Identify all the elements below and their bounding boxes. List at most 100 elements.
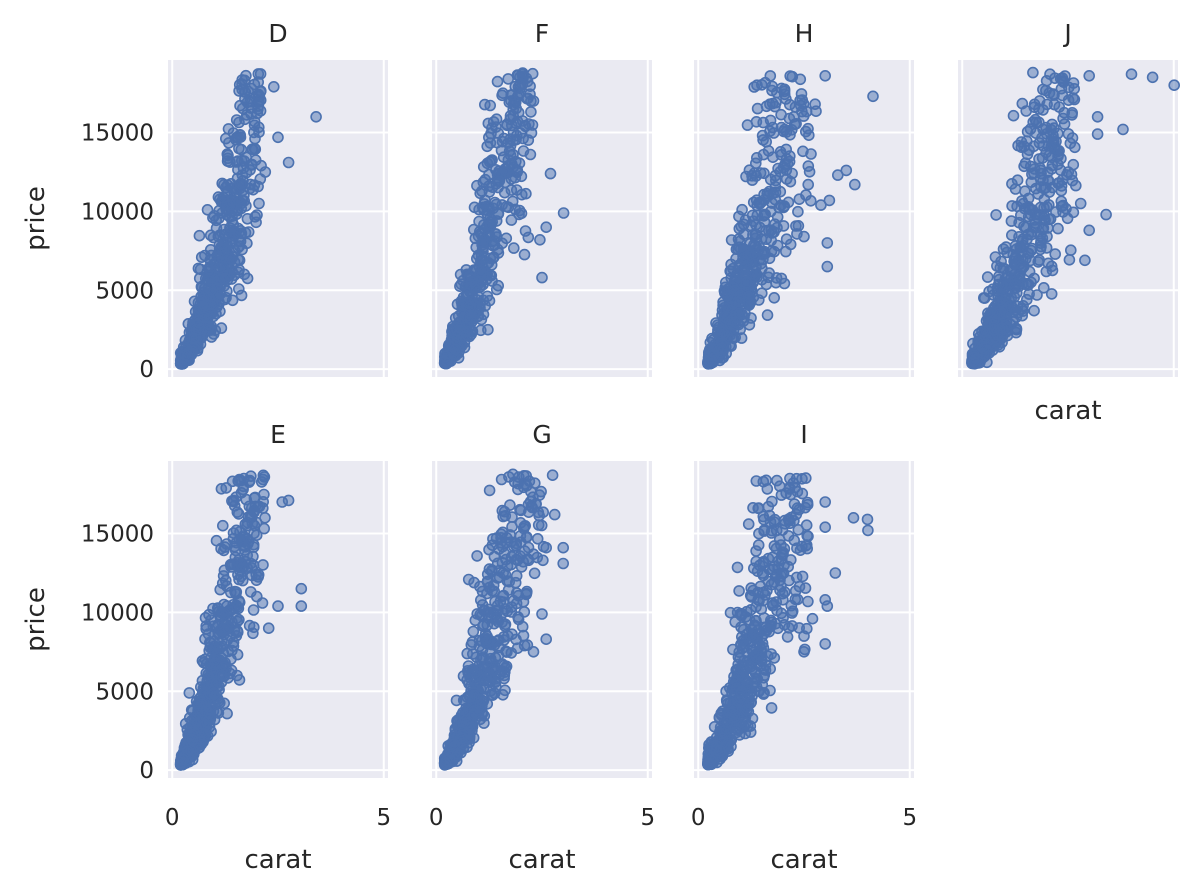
data-point [518, 606, 531, 618]
data-point [548, 508, 561, 521]
data-point [528, 567, 541, 580]
data-point [1168, 79, 1180, 91]
data-point [1063, 253, 1076, 266]
data-point [476, 185, 488, 197]
data-point [175, 756, 187, 769]
data-point [532, 519, 545, 531]
data-point [731, 561, 744, 574]
data-point [477, 651, 490, 663]
data-point [525, 127, 538, 139]
data-point [819, 70, 832, 82]
data-point [475, 275, 487, 288]
data-point [508, 95, 521, 108]
facet-title: E [270, 420, 286, 449]
data-point [481, 290, 494, 303]
data-point [515, 170, 528, 183]
data-point [267, 81, 280, 93]
data-point [231, 559, 244, 572]
data-point [485, 155, 497, 167]
data-point [867, 90, 879, 103]
data-point [745, 629, 757, 642]
data-point [1019, 185, 1031, 197]
data-point [762, 500, 775, 513]
points-I [702, 472, 874, 771]
x-tick-label: 5 [902, 805, 917, 831]
data-point [517, 145, 530, 157]
data-point [761, 650, 774, 662]
data-point [205, 331, 218, 343]
data-point [1017, 299, 1029, 312]
data-point [750, 152, 763, 164]
data-point [740, 170, 752, 183]
data-point [766, 80, 779, 93]
data-point [449, 343, 462, 356]
data-point [770, 524, 783, 537]
data-point [730, 243, 743, 255]
data-point [496, 504, 509, 517]
data-point [1008, 279, 1021, 291]
data-point [179, 348, 192, 361]
data-point [506, 195, 519, 208]
data-point [730, 272, 743, 284]
data-point [1041, 230, 1053, 243]
data-point [745, 696, 758, 708]
data-point [1048, 98, 1061, 111]
data-point [993, 308, 1006, 320]
data-point [239, 540, 252, 553]
x-tick-label: 0 [691, 805, 706, 831]
data-point [510, 537, 523, 550]
data-point [735, 621, 747, 633]
data-point [495, 665, 508, 677]
data-point [192, 697, 205, 710]
data-point [488, 550, 501, 563]
data-point [755, 79, 768, 91]
data-point [231, 601, 243, 613]
data-point [774, 574, 786, 587]
data-point [520, 585, 533, 598]
data-point [461, 647, 474, 660]
data-point [233, 674, 246, 686]
data-point [740, 276, 753, 289]
data-point [310, 111, 322, 123]
data-point [1052, 127, 1064, 140]
data-point [1016, 97, 1029, 110]
data-point [468, 264, 480, 276]
data-point [1074, 197, 1087, 210]
data-point [204, 254, 217, 267]
data-point [981, 271, 994, 283]
data-point [523, 475, 536, 488]
x-axis-label: carat [244, 845, 311, 875]
data-point [439, 758, 452, 770]
data-point [512, 106, 525, 119]
data-point [494, 536, 507, 549]
facet-panel-D: D 0 5000 10000 15000 price [21, 19, 388, 383]
data-point [772, 562, 784, 575]
data-point [479, 632, 492, 644]
data-point [992, 278, 1005, 291]
data-point [1016, 195, 1028, 207]
data-point [767, 599, 780, 611]
data-point [733, 307, 746, 320]
data-point [805, 148, 817, 160]
data-point [466, 663, 479, 676]
y-tick-label: 5000 [95, 679, 154, 705]
data-point [738, 664, 750, 677]
facet-panel-G: G 0 5 carat [429, 420, 655, 875]
data-point [254, 94, 267, 106]
facet-panel-H: H [694, 19, 914, 377]
data-point [519, 225, 532, 237]
data-point [730, 726, 743, 739]
data-point [796, 570, 809, 583]
data-point [764, 684, 776, 697]
points-H [702, 70, 879, 370]
data-point [212, 618, 224, 631]
data-point [1045, 151, 1058, 164]
data-point [238, 189, 250, 202]
data-point [862, 524, 874, 537]
data-point [491, 75, 504, 88]
data-point [803, 166, 816, 178]
data-point [789, 593, 802, 606]
data-point [227, 495, 240, 508]
